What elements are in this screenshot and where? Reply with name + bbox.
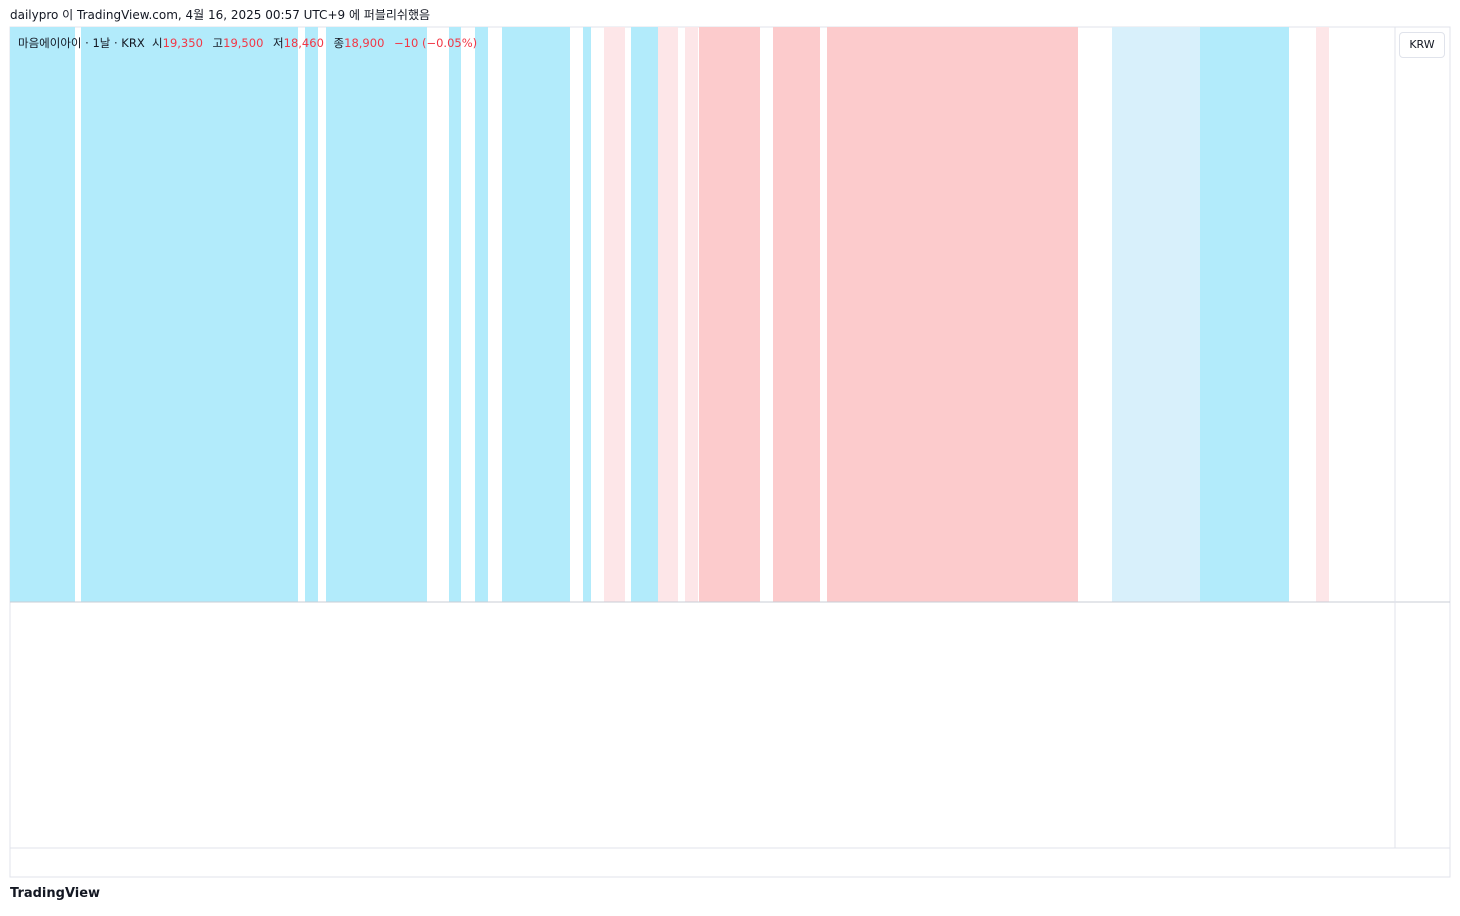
band	[699, 27, 760, 602]
low-label: 저	[273, 36, 284, 50]
band	[10, 27, 75, 602]
open-value: 19,350	[162, 36, 203, 50]
band	[1316, 27, 1329, 602]
band	[658, 27, 678, 602]
band	[1200, 27, 1289, 602]
band	[827, 27, 1078, 602]
band	[773, 27, 820, 602]
band	[685, 27, 698, 602]
symbol-title: 마음에이아이 · 1날 · KRX	[18, 36, 145, 50]
band	[1112, 27, 1200, 602]
band	[305, 27, 318, 602]
high-label: 고	[212, 36, 224, 50]
currency-button[interactable]: KRW	[1399, 32, 1445, 58]
band	[502, 27, 570, 602]
open-label: 시	[152, 36, 163, 50]
high-value: 19,500	[223, 36, 264, 50]
band	[326, 27, 427, 602]
band	[475, 27, 488, 602]
band	[81, 27, 298, 602]
band	[449, 27, 461, 602]
band	[631, 27, 658, 602]
low-value: 18,460	[283, 36, 324, 50]
symbol-legend: 마음에이아이 · 1날 · KRX 시19,350 고19,500 저18,46…	[18, 35, 483, 51]
footer-logo: TradingView	[10, 886, 101, 901]
close-value: 18,900	[344, 36, 385, 50]
signal-bands	[10, 27, 1329, 602]
band	[604, 27, 625, 602]
close-label: 종	[333, 36, 345, 50]
band	[583, 27, 591, 602]
change-value: −10 (−0.05%)	[394, 36, 478, 50]
publish-header: dailypro 이 TradingView.com, 4월 16, 2025 …	[10, 8, 431, 22]
